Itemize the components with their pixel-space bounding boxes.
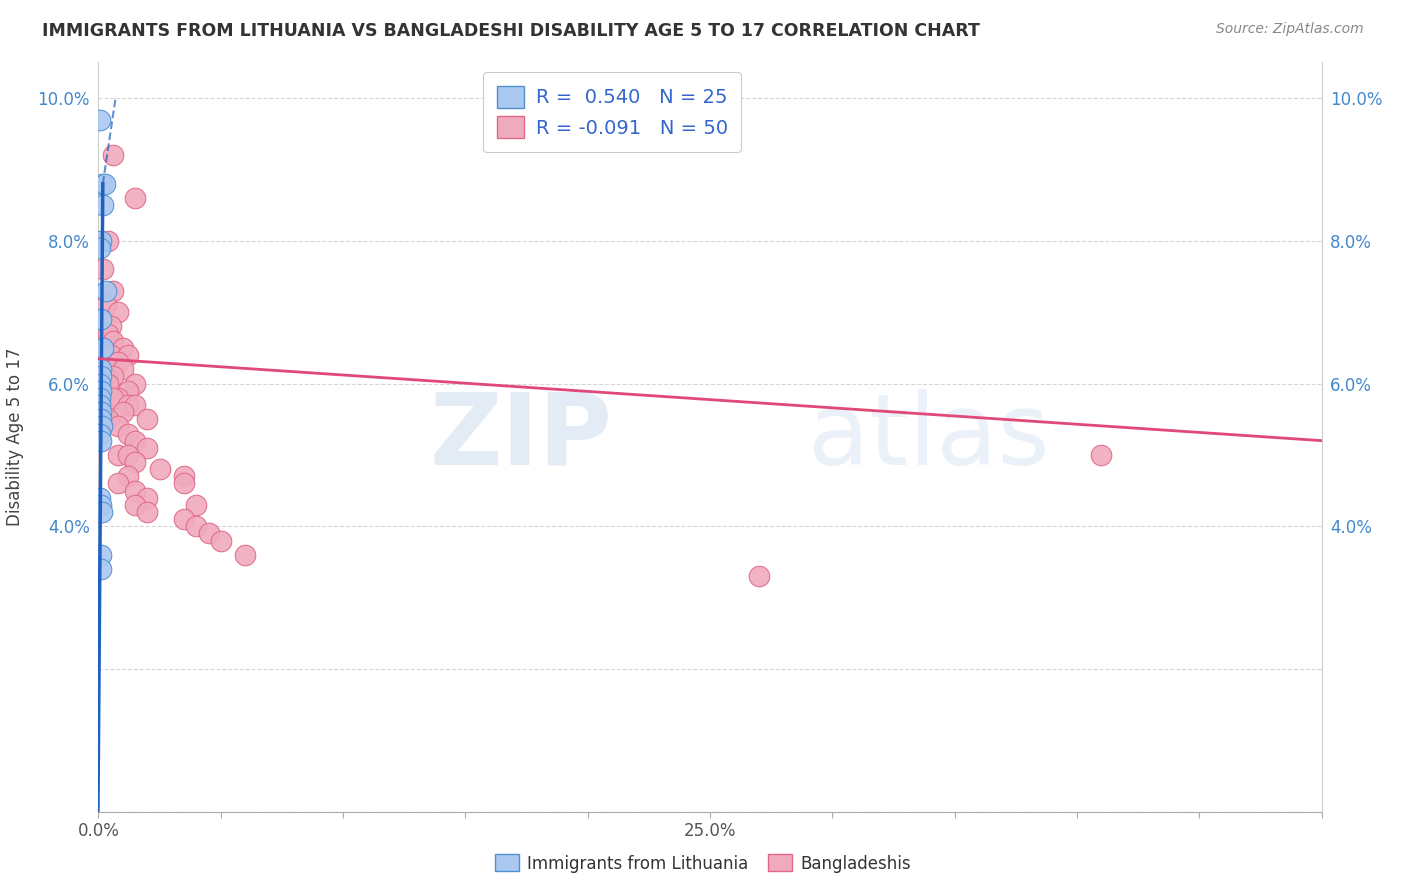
Point	[90, 312, 112, 326]
Point	[117, 384, 139, 398]
Point	[90, 548, 112, 562]
Point	[124, 434, 146, 448]
Point	[101, 334, 124, 348]
Point	[748, 569, 770, 583]
Point	[93, 177, 115, 191]
Point	[90, 412, 112, 426]
Point	[117, 448, 139, 462]
Point	[111, 405, 134, 419]
Point	[89, 241, 111, 255]
Point	[97, 234, 120, 248]
Point	[89, 398, 111, 412]
Point	[117, 426, 139, 441]
Point	[100, 348, 122, 362]
Text: Source: ZipAtlas.com: Source: ZipAtlas.com	[1216, 22, 1364, 37]
Point	[149, 462, 172, 476]
Point	[136, 491, 159, 505]
Point	[101, 284, 124, 298]
Point	[91, 198, 114, 212]
Point	[101, 391, 124, 405]
Point	[124, 455, 146, 469]
Point	[173, 512, 195, 526]
Point	[117, 398, 139, 412]
Point	[91, 505, 114, 519]
Point	[91, 177, 114, 191]
Point	[107, 305, 129, 319]
Point	[186, 498, 208, 512]
Point	[136, 441, 159, 455]
Point	[117, 469, 139, 483]
Point	[90, 434, 112, 448]
Point	[107, 476, 129, 491]
Point	[100, 319, 122, 334]
Text: ZIP: ZIP	[429, 389, 612, 485]
Point	[89, 112, 111, 127]
Point	[124, 191, 146, 205]
Point	[136, 412, 159, 426]
Point	[94, 284, 117, 298]
Point	[91, 262, 114, 277]
Point	[97, 326, 120, 341]
Point	[90, 234, 112, 248]
Point	[94, 298, 117, 312]
Legend: R =  0.540   N = 25, R = -0.091   N = 50: R = 0.540 N = 25, R = -0.091 N = 50	[484, 72, 741, 152]
Point	[124, 398, 146, 412]
Point	[1090, 448, 1112, 462]
Point	[97, 412, 120, 426]
Point	[124, 483, 146, 498]
Point	[89, 426, 111, 441]
Legend: Immigrants from Lithuania, Bangladeshis: Immigrants from Lithuania, Bangladeshis	[489, 847, 917, 880]
Point	[111, 362, 134, 376]
Y-axis label: Disability Age 5 to 17: Disability Age 5 to 17	[6, 348, 24, 526]
Point	[209, 533, 232, 548]
Point	[90, 562, 112, 576]
Point	[97, 376, 120, 391]
Point	[89, 391, 111, 405]
Point	[90, 369, 112, 384]
Point	[107, 355, 129, 369]
Point	[90, 405, 112, 419]
Text: atlas: atlas	[808, 389, 1049, 485]
Point	[90, 362, 112, 376]
Point	[197, 526, 219, 541]
Point	[233, 548, 256, 562]
Point	[136, 505, 159, 519]
Point	[117, 348, 139, 362]
Point	[111, 341, 134, 355]
Point	[124, 376, 146, 391]
Point	[89, 376, 111, 391]
Point	[90, 384, 112, 398]
Point	[101, 369, 124, 384]
Point	[91, 419, 114, 434]
Point	[107, 419, 129, 434]
Point	[107, 448, 129, 462]
Text: IMMIGRANTS FROM LITHUANIA VS BANGLADESHI DISABILITY AGE 5 TO 17 CORRELATION CHAR: IMMIGRANTS FROM LITHUANIA VS BANGLADESHI…	[42, 22, 980, 40]
Point	[107, 391, 129, 405]
Point	[91, 341, 114, 355]
Point	[90, 498, 112, 512]
Point	[89, 491, 111, 505]
Point	[173, 469, 195, 483]
Point	[124, 498, 146, 512]
Point	[186, 519, 208, 533]
Point	[101, 148, 124, 162]
Point	[173, 476, 195, 491]
